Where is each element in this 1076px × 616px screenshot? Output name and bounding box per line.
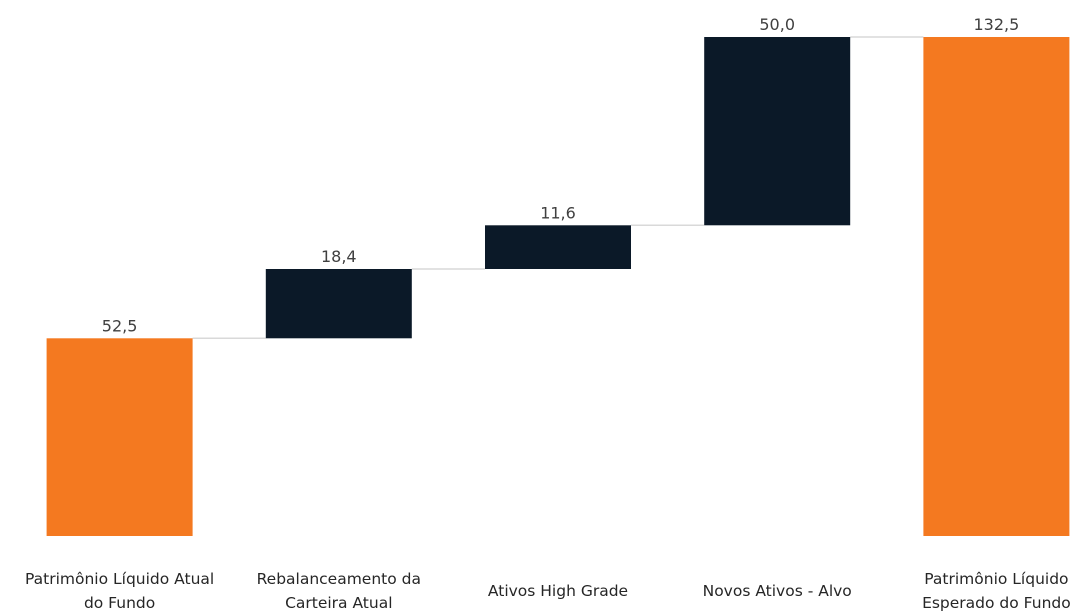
category-label-3: Ativos High Grade bbox=[488, 582, 628, 600]
bar-1 bbox=[46, 338, 193, 536]
value-labels-group: 52,5 18,4 11,6 50,0 132,5 bbox=[102, 15, 1020, 335]
category-label-5: Patrimônio Líquido Esperado do Fundo bbox=[922, 570, 1071, 612]
value-label-4: 50,0 bbox=[759, 15, 795, 34]
value-label-1: 52,5 bbox=[102, 316, 138, 335]
category-label-4-line-1: Novos Ativos - Alvo bbox=[703, 582, 852, 600]
value-label-2: 18,4 bbox=[321, 247, 357, 266]
bars-group bbox=[46, 37, 1070, 536]
category-label-1: Patrimônio Líquido Atual do Fundo bbox=[25, 570, 214, 612]
category-label-5-line-2: Esperado do Fundo bbox=[922, 594, 1071, 612]
category-label-2: Rebalanceamento da Carteira Atual bbox=[257, 570, 421, 612]
bar-3 bbox=[485, 225, 631, 269]
category-labels-group: Patrimônio Líquido Atual do Fundo Rebalanc… bbox=[25, 570, 1071, 612]
category-label-4: Novos Ativos - Alvo bbox=[703, 582, 852, 600]
bar-5 bbox=[923, 37, 1070, 536]
value-label-3: 11,6 bbox=[540, 203, 576, 222]
bar-2 bbox=[265, 269, 412, 339]
connector-lines bbox=[192, 36, 924, 340]
category-label-2-line-1: Rebalanceamento da bbox=[257, 570, 421, 588]
category-label-2-line-2: Carteira Atual bbox=[285, 594, 392, 612]
category-label-3-line-1: Ativos High Grade bbox=[488, 582, 628, 600]
category-label-5-line-1: Patrimônio Líquido bbox=[924, 570, 1068, 588]
bar-4 bbox=[704, 37, 851, 226]
category-label-1-line-1: Patrimônio Líquido Atual bbox=[25, 570, 214, 588]
value-label-5: 132,5 bbox=[973, 15, 1019, 34]
category-label-1-line-2: do Fundo bbox=[84, 594, 155, 612]
